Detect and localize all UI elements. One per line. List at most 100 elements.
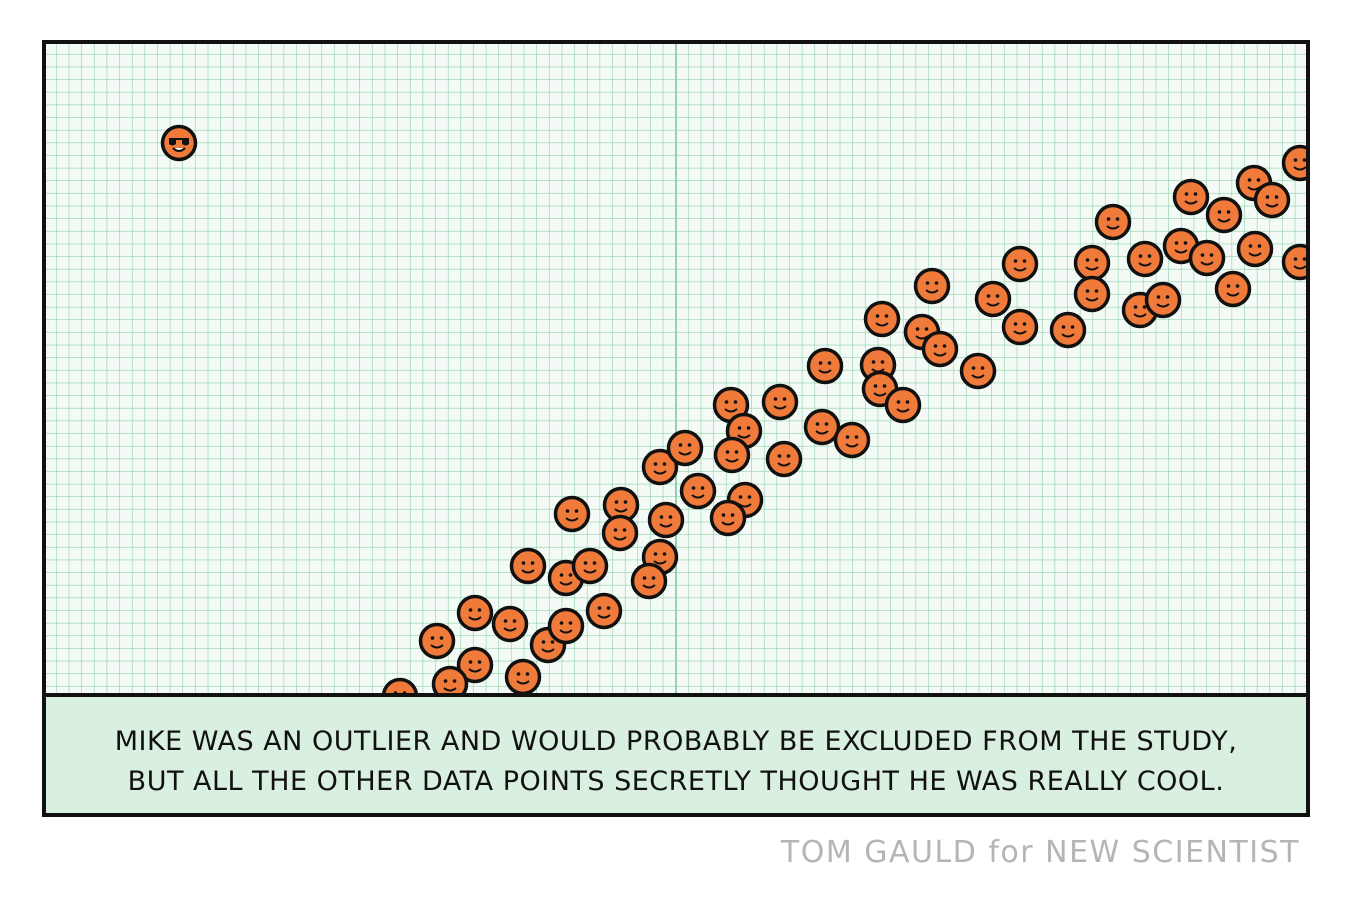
- eye: [1217, 210, 1222, 214]
- smile: [1106, 225, 1120, 230]
- smile: [1013, 267, 1027, 272]
- eye: [824, 422, 829, 426]
- dot: [959, 352, 997, 390]
- dot: [1172, 178, 1210, 216]
- dot: [571, 547, 609, 585]
- eye: [668, 515, 673, 519]
- dot: [641, 448, 679, 486]
- smiley-point: [884, 386, 922, 424]
- smile: [925, 289, 939, 294]
- caption-line: MIKE WAS AN OUTLIER AND WOULD PROBABLY B…: [115, 726, 1238, 757]
- smiley-point: [1126, 240, 1164, 278]
- dot: [833, 421, 871, 459]
- dot: [630, 562, 668, 600]
- smile: [737, 434, 751, 439]
- smile: [1265, 203, 1279, 208]
- eye: [1142, 305, 1147, 309]
- smiley-point: [418, 622, 456, 660]
- eye: [525, 672, 530, 676]
- smile: [724, 408, 738, 413]
- eye: [559, 573, 564, 577]
- smiley-point: [491, 605, 529, 643]
- eye: [933, 344, 938, 348]
- eye: [782, 397, 787, 401]
- eye: [606, 606, 611, 610]
- smiley-point: [456, 594, 494, 632]
- dot: [1001, 308, 1039, 346]
- eye: [622, 528, 627, 532]
- eye: [925, 281, 930, 285]
- eye: [1184, 192, 1189, 196]
- dot: [1126, 240, 1164, 278]
- smiley-point: [1049, 311, 1087, 349]
- smiley-point: [713, 436, 751, 474]
- eye: [1147, 254, 1152, 258]
- eye: [1070, 325, 1075, 329]
- dot: [1001, 245, 1039, 283]
- dot: [713, 436, 751, 474]
- eye: [659, 515, 664, 519]
- smiley-point: [1073, 244, 1111, 282]
- dot: [553, 495, 591, 533]
- smiley-point: [1094, 203, 1132, 241]
- smile: [430, 644, 444, 649]
- dot: [585, 592, 623, 630]
- dot: [1205, 196, 1243, 234]
- eye: [1156, 295, 1161, 299]
- smiley-point: [679, 472, 717, 510]
- eye: [734, 450, 739, 454]
- smile: [725, 458, 739, 463]
- eye: [815, 422, 820, 426]
- smiley-point: [921, 330, 959, 368]
- dot: [1049, 311, 1087, 349]
- smiley-point: [553, 495, 591, 533]
- smile: [1174, 249, 1188, 254]
- smile: [653, 470, 667, 475]
- eye: [687, 443, 692, 447]
- eye: [516, 672, 521, 676]
- dot: [160, 124, 198, 162]
- eye: [882, 384, 887, 388]
- smiley-point: [765, 440, 803, 478]
- smile: [1293, 166, 1306, 171]
- dot: [491, 605, 529, 643]
- eye: [875, 314, 880, 318]
- smile: [614, 508, 628, 513]
- eye: [1013, 322, 1018, 326]
- smile: [678, 451, 692, 456]
- eye: [653, 462, 658, 466]
- eye: [924, 327, 929, 331]
- eye: [1293, 158, 1298, 162]
- eye: [733, 400, 738, 404]
- eye: [530, 561, 535, 565]
- eye: [884, 314, 889, 318]
- smiley-point: [1144, 281, 1182, 319]
- dot: [647, 501, 685, 539]
- smiley-point: [1214, 270, 1252, 308]
- smile: [1248, 252, 1262, 257]
- smiley-point: [456, 646, 494, 684]
- dot: [1144, 281, 1182, 319]
- smiley-point: [1073, 275, 1111, 313]
- eye: [678, 443, 683, 447]
- frame: [42, 40, 1310, 817]
- eye: [1293, 257, 1298, 261]
- eye: [477, 660, 482, 664]
- eye: [1022, 322, 1027, 326]
- smiley-point: [863, 300, 901, 338]
- smile: [875, 322, 889, 327]
- eye: [871, 360, 876, 364]
- dot: [509, 547, 547, 585]
- smile: [541, 648, 555, 653]
- eye: [521, 561, 526, 565]
- smiley-point: [761, 383, 799, 421]
- smile: [986, 302, 1000, 307]
- eye: [738, 495, 743, 499]
- smiley-point: [1188, 239, 1226, 277]
- smile: [443, 687, 457, 692]
- smile: [896, 408, 910, 413]
- smile: [642, 584, 656, 589]
- smiley-point: [630, 562, 668, 600]
